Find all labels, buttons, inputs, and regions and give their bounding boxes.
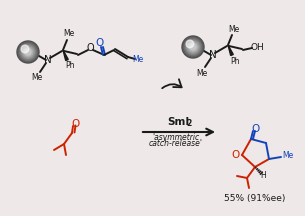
Text: O: O [231, 150, 239, 160]
Text: N: N [44, 55, 52, 65]
Text: O: O [95, 38, 103, 48]
Circle shape [188, 42, 198, 52]
FancyArrowPatch shape [162, 79, 181, 88]
Text: O: O [71, 119, 79, 129]
Circle shape [18, 42, 38, 62]
Text: Ph: Ph [65, 62, 75, 70]
Text: Me: Me [228, 24, 240, 33]
Text: catch-release': catch-release' [149, 140, 203, 149]
Text: 55% (91%ee): 55% (91%ee) [224, 194, 286, 203]
Circle shape [184, 38, 202, 56]
Circle shape [20, 44, 35, 59]
Circle shape [24, 48, 32, 56]
Polygon shape [63, 50, 68, 60]
Text: O: O [251, 124, 259, 134]
Text: Ph: Ph [230, 57, 240, 65]
Circle shape [25, 49, 31, 55]
Circle shape [19, 43, 37, 61]
Text: N: N [209, 50, 217, 60]
Text: Me: Me [132, 56, 144, 65]
Circle shape [17, 41, 39, 63]
Circle shape [190, 44, 196, 50]
Text: H: H [260, 170, 266, 179]
Circle shape [23, 47, 33, 57]
Circle shape [186, 40, 194, 48]
Text: Me: Me [63, 30, 75, 38]
Polygon shape [228, 45, 233, 56]
Text: OH: OH [250, 43, 264, 51]
Text: 'asymmetric: 'asymmetric [152, 132, 200, 141]
Circle shape [189, 43, 197, 51]
Circle shape [185, 40, 200, 54]
Text: Me: Me [196, 68, 208, 78]
Circle shape [182, 36, 204, 58]
Text: Me: Me [282, 151, 294, 160]
Text: SmI: SmI [167, 117, 189, 127]
Circle shape [183, 37, 203, 57]
Text: Me: Me [31, 73, 43, 83]
Circle shape [22, 46, 34, 58]
Text: 2: 2 [186, 119, 192, 128]
Circle shape [187, 41, 199, 53]
Circle shape [21, 45, 29, 53]
Text: O: O [86, 43, 94, 53]
